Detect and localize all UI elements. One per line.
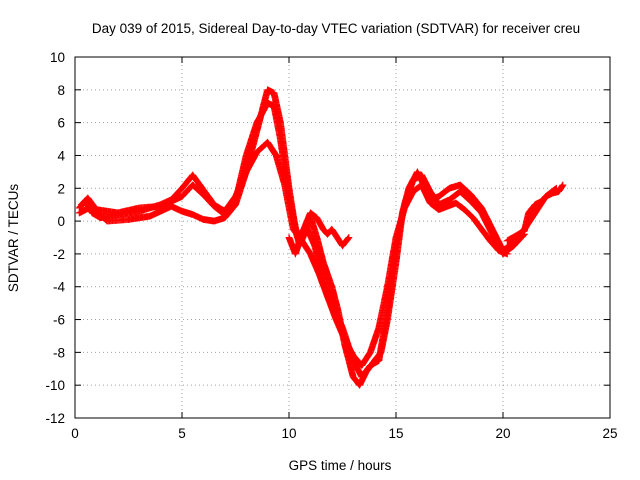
y-tick-label: 4 (57, 148, 65, 163)
y-tick-label: 8 (57, 83, 65, 98)
y-tick-label: -10 (45, 378, 65, 393)
trace-markers (503, 181, 567, 245)
y-tick-label: -8 (53, 345, 65, 360)
x-tick-label: 10 (281, 426, 296, 441)
y-axis-label: SDTVAR / TECUs (6, 184, 21, 293)
x-tick-label: 15 (388, 426, 403, 441)
trace-markers (285, 209, 353, 258)
data-traces (75, 86, 567, 389)
y-tick-label: 6 (57, 116, 65, 131)
y-tick-label: 2 (57, 181, 65, 196)
x-tick-label: 5 (178, 426, 186, 441)
y-tick-label: 0 (57, 214, 65, 229)
plot-frame (74, 56, 611, 419)
series-trace-4 (285, 209, 353, 258)
axis-ticks: 0 5 10 15 20 25 -12 -10 -8 -6 -4 -2 0 2 4 6 8 10 (45, 50, 617, 441)
y-tick-label: -12 (45, 411, 65, 426)
y-tick-label: -2 (53, 247, 65, 262)
series-trace-3 (75, 138, 511, 370)
x-tick-label: 25 (602, 426, 617, 441)
x-axis-label: GPS time / hours (289, 458, 392, 473)
x-tick-label: 20 (495, 426, 510, 441)
chart-title: Day 039 of 2015, Sidereal Day-to-day VTE… (92, 21, 580, 36)
y-tick-label: 10 (50, 50, 65, 65)
y-tick-label: -6 (53, 313, 65, 328)
x-tick-label: 0 (71, 426, 79, 441)
y-tick-label: -4 (53, 280, 65, 295)
grid (75, 57, 610, 418)
trace-markers (75, 138, 511, 370)
series-trace-5 (503, 181, 567, 245)
